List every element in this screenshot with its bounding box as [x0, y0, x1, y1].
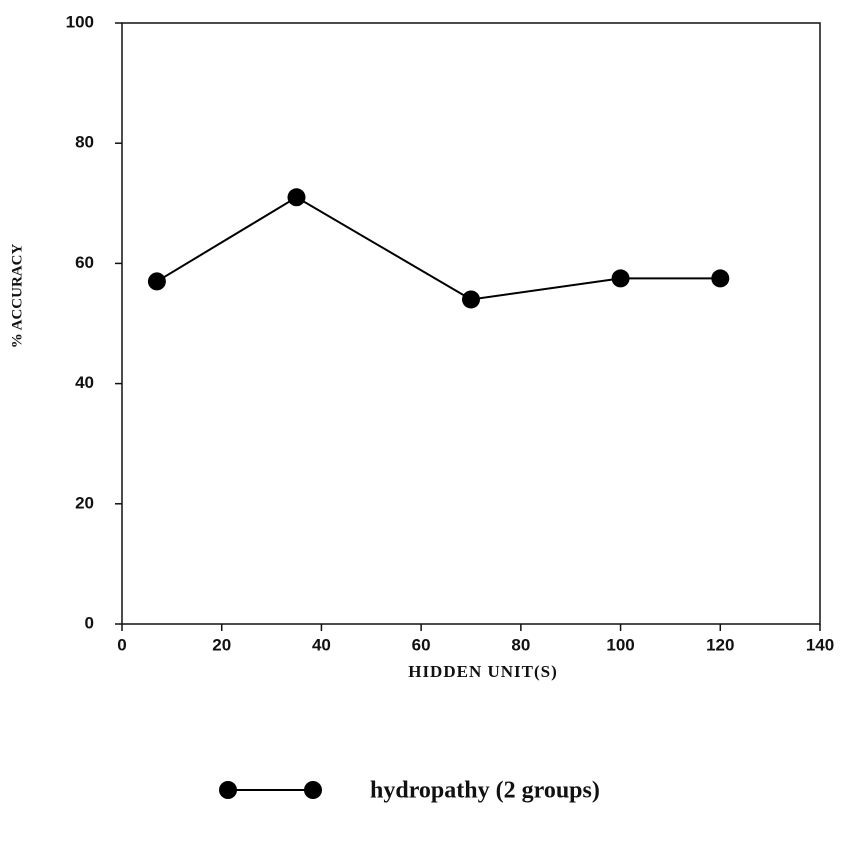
plot-frame	[121, 22, 821, 625]
x-tick-label: 100	[606, 635, 634, 654]
x-tick-label: 0	[117, 635, 126, 654]
data-point	[611, 269, 630, 288]
x-tick-label: 60	[412, 635, 431, 654]
y-tick-label: 40	[75, 373, 94, 392]
legend-marker	[304, 781, 322, 799]
legend-marker	[219, 781, 237, 799]
x-tick-label: 140	[806, 635, 834, 654]
data-point	[711, 269, 730, 288]
x-tick-label: 20	[212, 635, 231, 654]
x-axis-label: HIDDEN UNIT(S)	[408, 662, 558, 681]
data-point	[462, 290, 480, 309]
x-tick-label: 40	[312, 635, 331, 654]
series-line	[156, 196, 721, 301]
x-tick-label: 80	[511, 635, 530, 654]
data-point	[147, 272, 166, 291]
y-tick-label: 80	[75, 133, 94, 152]
y-tick-label: 60	[75, 253, 94, 272]
y-tick-label: 100	[66, 12, 94, 31]
y-axis-label: % ACCURACY	[9, 244, 25, 349]
legend-label: hydropathy (2 groups)	[370, 778, 600, 804]
x-tick-label: 120	[706, 635, 734, 654]
data-point	[287, 188, 306, 207]
y-tick-label: 20	[75, 493, 94, 512]
y-tick-label: 0	[85, 613, 94, 632]
